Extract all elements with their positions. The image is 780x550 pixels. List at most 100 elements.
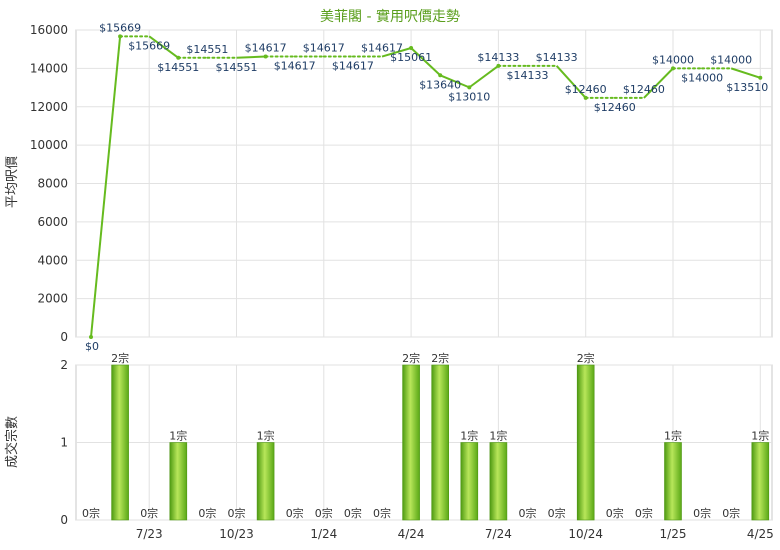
count-data-label: 0宗: [286, 506, 304, 520]
price-point: [409, 46, 414, 51]
price-y-tick-label: 12000: [30, 100, 68, 114]
price-point: [496, 63, 501, 68]
price-data-label: $14000: [681, 71, 723, 84]
count-bar: [169, 442, 188, 521]
price-data-label: $13510: [726, 81, 768, 94]
price-line-segment: [468, 65, 499, 89]
price-y-tick-label: 2000: [37, 292, 68, 306]
count-data-label: 0宗: [198, 506, 216, 520]
price-data-label: $15669: [99, 21, 141, 34]
price-y-tick-label: 0: [60, 330, 68, 344]
count-bar: [751, 442, 770, 521]
price-y-axis: 0 2000 4000 6000 8000 10000 12000 14000 16000: [30, 23, 68, 344]
count-data-label: 0宗: [722, 506, 740, 520]
count-data-label: 0宗: [606, 506, 624, 520]
count-bar: [489, 442, 508, 521]
price-data-label: $14551: [216, 61, 258, 74]
chart-title: 美菲閣 - 實用呎價走勢: [320, 9, 460, 25]
price-data-label: $14617: [274, 60, 316, 73]
data-labels: 0宗 2宗 0宗 1宗 0宗 0宗 1宗 0宗 0宗 0宗 0宗 2宗 2宗 1宗 1宗 0宗 0宗 2宗 0宗 0宗…: [82, 21, 769, 520]
price-y-axis-title: 平均呎價: [5, 156, 20, 208]
price-line-segment: [148, 35, 179, 59]
price-line-segment: [90, 36, 122, 338]
count-data-label: 1宗: [460, 429, 478, 443]
count-y-axis-title: 成交宗數: [4, 416, 20, 468]
price-data-label: $12460: [623, 83, 665, 96]
price-line-segment: [236, 55, 266, 59]
price-point: [671, 66, 675, 71]
price-y-tick-label: 10000: [30, 138, 68, 152]
price-y-tick-label: 4000: [37, 253, 68, 267]
count-data-label: 1宗: [751, 429, 769, 443]
count-bars: [111, 364, 770, 521]
x-tick-label: 7/23: [136, 527, 163, 541]
price-point: [467, 85, 472, 90]
count-data-label: 1宗: [169, 429, 187, 443]
count-bar: [431, 364, 450, 521]
price-data-label: $14133: [536, 51, 578, 64]
x-tick-label: 10/23: [219, 527, 254, 541]
price-data-label: $15669: [128, 39, 170, 52]
count-data-label: 0宗: [548, 506, 566, 520]
price-point: [89, 335, 93, 339]
price-data-label: $15061: [390, 51, 432, 64]
count-bar: [664, 442, 682, 521]
count-data-label: 1宗: [664, 429, 682, 443]
price-data-label: $12460: [594, 101, 636, 114]
price-grid: [75, 29, 773, 338]
count-data-label: 0宗: [228, 506, 246, 520]
price-data-label: $14551: [186, 43, 228, 56]
price-line-segment: [643, 67, 674, 99]
price-data-label: $0: [85, 340, 99, 353]
count-data-label: 2宗: [111, 351, 129, 365]
price-data-label: $14133: [477, 51, 519, 64]
count-data-label: 2宗: [577, 351, 595, 365]
count-data-label: 0宗: [315, 506, 333, 520]
count-bar: [402, 364, 420, 521]
price-line-segment: [555, 65, 587, 99]
price-data-label: $14133: [507, 69, 549, 82]
count-data-label: 2宗: [431, 351, 449, 365]
count-y-axis: 0 1 2: [60, 358, 68, 527]
price-line: [89, 34, 763, 339]
count-data-label: 0宗: [140, 506, 158, 520]
price-line-segment: [381, 47, 412, 58]
price-data-label: $14000: [652, 53, 694, 66]
count-data-label: 1宗: [489, 429, 507, 443]
price-data-label: $14617: [245, 42, 287, 55]
price-data-label: $13640: [419, 78, 461, 91]
price-data-label: $14617: [303, 42, 345, 55]
x-tick-label: 10/24: [568, 527, 603, 541]
count-bar: [256, 442, 275, 521]
x-tick-label: 4/24: [398, 527, 425, 541]
price-y-tick-label: 6000: [37, 215, 68, 229]
price-point: [263, 54, 268, 59]
price-point: [118, 34, 123, 39]
price-point: [583, 95, 588, 100]
price-point: [438, 73, 443, 78]
price-y-tick-label: 8000: [37, 177, 68, 191]
x-tick-label: 7/24: [485, 527, 512, 541]
count-y-tick-label: 1: [60, 436, 68, 450]
x-axis: 7/23 10/23 1/24 4/24 7/24 10/24 1/25 4/25: [136, 527, 774, 541]
count-bar: [576, 364, 595, 521]
price-line-segment: [439, 74, 470, 89]
count-data-label: 0宗: [82, 506, 100, 520]
price-data-label: $14617: [361, 42, 403, 55]
price-point: [176, 55, 181, 60]
price-data-label: $14000: [710, 53, 752, 66]
price-data-label: $12460: [565, 83, 607, 96]
count-bar: [111, 364, 129, 521]
count-data-label: 0宗: [693, 506, 711, 520]
price-data-label: $13010: [448, 90, 490, 103]
count-y-tick-label: 0: [60, 513, 68, 527]
price-point: [758, 75, 763, 80]
count-data-label: 0宗: [635, 506, 653, 520]
price-y-tick-label: 14000: [30, 61, 68, 75]
price-line-segment: [730, 67, 761, 79]
count-y-tick-label: 2: [60, 358, 68, 372]
x-tick-label: 1/25: [660, 527, 687, 541]
count-data-label: 0宗: [373, 506, 391, 520]
count-data-label: 1宗: [257, 429, 275, 443]
